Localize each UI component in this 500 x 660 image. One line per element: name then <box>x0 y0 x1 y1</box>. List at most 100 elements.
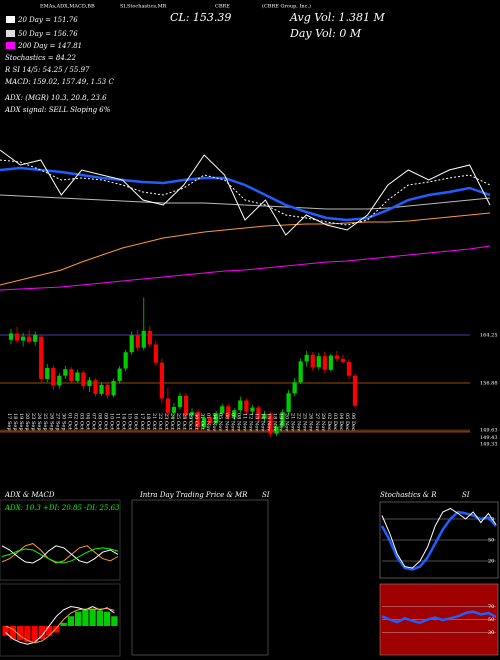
candle-body <box>328 355 333 370</box>
x-tick-label: 20 Nov <box>284 413 290 431</box>
candle-body <box>346 362 352 376</box>
annotation: R SI 14/5: 54.25 / 55.97 <box>4 66 90 74</box>
candle-body <box>304 354 309 362</box>
x-tick-label: 04 Nov <box>211 413 217 431</box>
annotation: CL: 153.39 <box>170 11 231 24</box>
candle-body <box>250 407 255 412</box>
candle-body <box>280 412 285 427</box>
legend-entry: 200 Day = 147.81 <box>17 42 82 50</box>
annotation: Avg Vol: 1.381 M <box>289 11 386 24</box>
x-tick-label: 31 Oct <box>199 413 205 430</box>
x-tick-label: 07 Oct <box>91 413 97 430</box>
candle-body <box>141 330 146 348</box>
candle-body <box>99 384 104 394</box>
panel-frame <box>0 583 121 657</box>
x-tick-label: 23 Oct <box>163 413 169 430</box>
candle-body <box>51 367 56 386</box>
x-tick-label: 19 Sep <box>18 413 24 431</box>
candle-body <box>171 406 177 413</box>
candle-body <box>292 382 297 394</box>
x-tick-label: 03 Oct <box>78 413 84 430</box>
candle-body <box>33 334 38 342</box>
x-tick-label: 27 Sep <box>54 413 60 431</box>
y-tick-label: 20 <box>488 559 494 565</box>
x-tick-label: 18 Sep <box>12 413 18 431</box>
macd-bar <box>53 626 60 633</box>
x-tick-label: 26 Sep <box>48 413 54 431</box>
macd-line <box>5 605 115 645</box>
panel-subtitle: SI <box>462 491 470 499</box>
candle-body <box>39 336 44 379</box>
candle-body <box>8 333 14 340</box>
candle-body <box>262 414 267 419</box>
candle-body <box>195 412 201 428</box>
macd-bar <box>96 610 103 626</box>
x-tick-label: 16 Oct <box>133 413 139 430</box>
annotation: MACD: 159.02, 157.49, 1.53 C <box>4 78 114 86</box>
x-tick-label: 15 Nov <box>266 413 272 431</box>
candle-body <box>208 418 213 424</box>
candle-body <box>177 395 183 407</box>
candle-body <box>244 400 249 412</box>
candle-body <box>147 330 152 345</box>
candle-body <box>214 413 219 424</box>
candle-body <box>310 354 315 368</box>
x-tick-label: 17 Sep <box>6 413 12 431</box>
candle-body <box>14 333 20 341</box>
y-tick-label: 156.88 <box>480 380 498 386</box>
candle-body <box>286 393 291 413</box>
macd-bar <box>38 626 45 639</box>
x-tick-label: 11 Nov <box>241 413 247 431</box>
x-tick-label: 01 Oct <box>66 413 72 430</box>
candle-body <box>340 358 346 363</box>
series-line <box>0 149 491 236</box>
candle-body <box>117 368 122 381</box>
legend-entry: 20 Day = 151.76 <box>17 16 78 24</box>
series-line <box>0 245 491 291</box>
panel-title: ADX & MACD <box>4 491 55 499</box>
x-tick-label: 10 Oct <box>109 413 115 430</box>
candle-body <box>256 407 261 419</box>
candle-body <box>334 355 339 359</box>
macd-bar <box>2 626 9 636</box>
series-line <box>0 212 491 286</box>
x-tick-label: 01 Nov <box>205 413 211 431</box>
x-tick-label: 28 Oct <box>181 413 187 430</box>
x-tick-label: 14 Nov <box>259 413 265 431</box>
header-text: SI,Stochastics,MR <box>120 4 167 10</box>
x-tick-label: 17 Oct <box>139 413 145 430</box>
x-tick-label: 22 Oct <box>157 413 163 430</box>
x-tick-label: 02 Dec <box>326 413 332 431</box>
y-tick-label: 70 <box>488 604 494 610</box>
candle-body <box>268 414 273 434</box>
x-tick-label: 30 Sep <box>60 413 66 431</box>
macd-bar <box>67 616 74 626</box>
x-tick-label: 24 Sep <box>36 413 42 431</box>
series-line <box>1 545 119 564</box>
legend-entry: 50 Day = 156.76 <box>18 30 78 38</box>
panel-frame <box>0 499 121 581</box>
x-tick-label: 12 Nov <box>247 413 253 431</box>
annotation: Day Vol: 0 M <box>289 27 362 40</box>
candle-body <box>220 406 225 414</box>
annotation: ADX signal: SELL Sloping 6% <box>4 106 111 114</box>
x-tick-label: 18 Oct <box>145 413 151 430</box>
x-tick-label: 23 Sep <box>30 413 36 431</box>
candle-body <box>238 400 243 411</box>
series-line <box>0 159 491 226</box>
x-tick-label: 06 Dec <box>350 413 356 431</box>
x-tick-label: 20 Sep <box>24 413 30 431</box>
y-tick-label: 149.63 <box>480 428 498 434</box>
x-tick-label: 14 Oct <box>121 413 127 430</box>
x-tick-label: 29 Oct <box>187 413 193 430</box>
header-text: CBRE <box>215 4 230 10</box>
series-line <box>1 547 119 564</box>
candle-body <box>93 380 98 394</box>
macd-bar <box>9 626 16 639</box>
candle-body <box>316 356 321 368</box>
y-tick-label: 149.43 <box>480 435 498 441</box>
x-tick-label: 11 Oct <box>115 413 121 430</box>
annotation: Stochastics = 84.22 <box>5 54 76 62</box>
x-tick-label: 07 Nov <box>229 413 235 431</box>
